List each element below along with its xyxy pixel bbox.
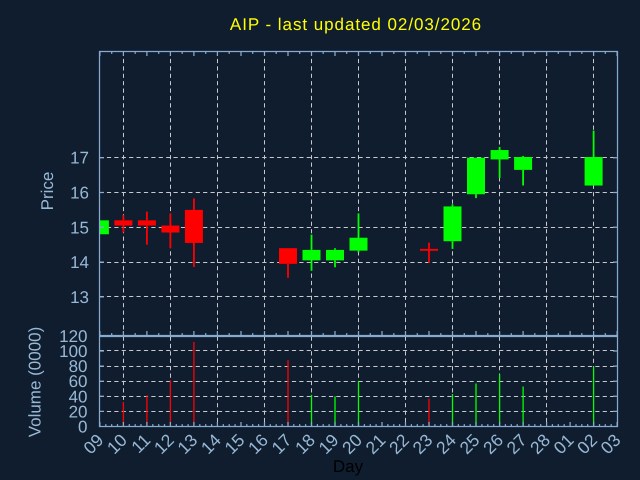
svg-text:0: 0 xyxy=(78,418,87,437)
svg-text:AIP - last updated 02/03/2026: AIP - last updated 02/03/2026 xyxy=(230,15,482,34)
svg-text:17: 17 xyxy=(70,149,89,168)
svg-text:Day: Day xyxy=(333,457,364,476)
svg-text:Volume (0000): Volume (0000) xyxy=(26,327,45,438)
svg-text:40: 40 xyxy=(69,387,88,406)
svg-text:13: 13 xyxy=(70,288,89,307)
svg-text:16: 16 xyxy=(70,184,89,203)
svg-text:80: 80 xyxy=(69,357,88,376)
svg-text:Price: Price xyxy=(38,172,57,211)
svg-text:15: 15 xyxy=(70,218,89,237)
svg-text:100: 100 xyxy=(59,342,87,361)
svg-text:60: 60 xyxy=(69,372,88,391)
svg-text:14: 14 xyxy=(70,253,89,272)
svg-text:120: 120 xyxy=(59,327,87,346)
svg-text:20: 20 xyxy=(69,402,88,421)
